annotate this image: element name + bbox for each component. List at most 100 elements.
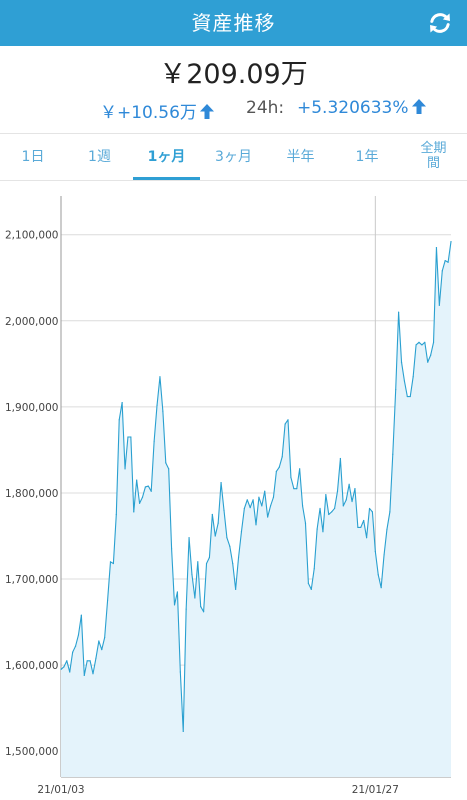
tab-3-months[interactable]: 3ヶ月 [215, 148, 252, 165]
data-point [138, 502, 141, 504]
y-tick-label: 2,100,000 [5, 230, 58, 242]
data-point [118, 419, 120, 421]
data-point [450, 241, 452, 243]
data-point [354, 488, 356, 490]
data-point [371, 511, 374, 513]
data-point [66, 660, 68, 662]
change-summary: ￥+10.56万 24h: +5.320633% [0, 98, 467, 124]
data-point [351, 500, 353, 503]
tab-half-year[interactable]: 半年 [286, 148, 315, 165]
data-point [357, 526, 359, 528]
data-point [211, 513, 213, 516]
data-point [328, 513, 330, 516]
tab-1-day[interactable]: 1日 [21, 148, 45, 165]
data-point [109, 561, 112, 563]
data-point [377, 574, 379, 576]
data-point [447, 261, 449, 263]
data-point [424, 341, 426, 343]
data-point [124, 468, 126, 470]
data-point [421, 344, 423, 346]
data-point [156, 404, 158, 406]
asset-chart[interactable]: 2,100,000 2,000,000 1,900,000 1,800,000 1,70… [0, 182, 467, 800]
data-point [63, 666, 65, 668]
data-point [194, 597, 196, 599]
total-asset-value: ￥209.09万 [159, 59, 308, 90]
data-point [80, 614, 82, 616]
data-point [342, 505, 344, 507]
data-point [104, 636, 106, 639]
data-point [398, 311, 400, 313]
data-point [301, 505, 304, 507]
data-point [98, 640, 100, 642]
page-title: 資産推移 [191, 11, 276, 35]
data-point [223, 509, 225, 511]
data-point [176, 591, 179, 593]
asset-history-chart[interactable]: 2,100,000 2,000,000 1,900,000 1,800,000 1,70… [0, 182, 467, 800]
data-point [86, 660, 88, 662]
data-point [159, 376, 161, 378]
data-point [304, 522, 307, 524]
data-point [89, 660, 91, 662]
data-point [284, 423, 286, 425]
data-point [188, 537, 190, 539]
data-point [360, 526, 362, 528]
data-point [418, 341, 420, 343]
data-point [281, 456, 283, 458]
data-point [127, 436, 129, 438]
refresh-icon[interactable] [427, 10, 453, 36]
data-point [345, 499, 347, 501]
data-point [395, 389, 397, 391]
data-point [415, 344, 417, 346]
data-point [83, 674, 85, 677]
data-point [403, 380, 406, 382]
data-point [307, 582, 309, 584]
data-point [435, 247, 438, 249]
data-point [182, 730, 184, 732]
data-point [106, 599, 109, 602]
data-point [261, 505, 263, 507]
data-point [287, 419, 289, 421]
data-point [112, 562, 114, 565]
data-point [173, 604, 176, 606]
data-point [60, 668, 62, 671]
data-point [264, 490, 266, 492]
data-point [136, 479, 138, 481]
data-point [95, 657, 97, 659]
data-point [322, 531, 324, 533]
data-point [217, 522, 219, 524]
area-fill [61, 241, 451, 777]
data-point [162, 410, 164, 412]
data-point [133, 511, 135, 513]
data-point [101, 649, 103, 651]
tab-1-week[interactable]: 1週 [88, 148, 111, 165]
y-tick-label: 1,700,000 [5, 574, 58, 586]
data-point [252, 499, 254, 501]
data-point [147, 485, 149, 487]
data-point [249, 506, 251, 509]
data-point [179, 671, 181, 673]
data-point [226, 537, 228, 539]
data-point [325, 494, 327, 496]
app-header: 資産推移 [0, 0, 467, 46]
data-point [275, 470, 277, 473]
data-point [409, 395, 411, 398]
data-point [165, 462, 167, 464]
tab-all-time[interactable]: 全期間 [400, 134, 467, 180]
data-point [208, 556, 211, 559]
tab-1-year[interactable]: 1年 [355, 148, 379, 165]
data-point [153, 440, 155, 442]
data-point [313, 568, 315, 570]
data-point [380, 587, 382, 589]
data-point [383, 554, 385, 556]
data-point [229, 545, 231, 547]
data-point [220, 482, 222, 484]
data-point [258, 496, 260, 498]
data-point [331, 511, 333, 513]
y-tick-label: 2,000,000 [5, 316, 58, 328]
data-point [290, 476, 292, 479]
data-point [92, 673, 94, 675]
data-point [171, 548, 173, 550]
tab-1-month[interactable]: 1ヶ月 [147, 148, 186, 165]
data-point [333, 507, 336, 510]
period-tabs: 1日 1週 1ヶ月 3ヶ月 半年 1年 全期間 [0, 133, 467, 181]
